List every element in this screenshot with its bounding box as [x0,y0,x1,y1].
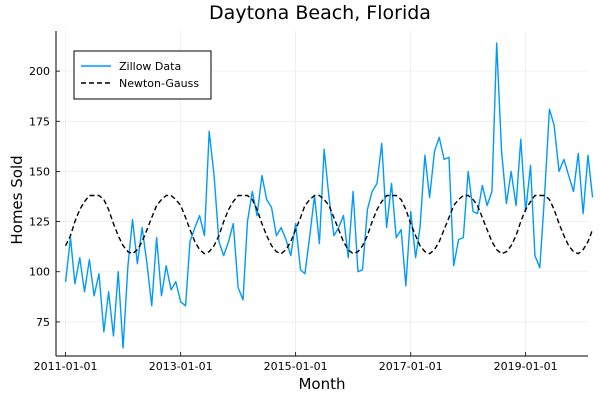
y-tick-label: 175 [29,115,50,128]
x-axis-label: Month [298,375,345,393]
y-axis-label: Homes Sold [8,155,26,244]
y-tick-label: 150 [29,165,50,178]
legend-box [73,50,212,100]
y-axis-ticks: 75 100 125 150 175 200 [29,65,60,329]
legend-label-zillow: Zillow Data [119,60,181,73]
chart-title: Daytona Beach, Florida [209,2,431,24]
x-tick-label: 2015-01-01 [264,360,328,373]
plot-axes [55,31,588,357]
x-axis-ticks: 2011-01-01 2013-01-01 2015-01-01 2017-01-01… [34,352,558,373]
legend-label-newton-gauss: Newton-Gauss [119,77,199,90]
series-lines [64,42,594,349]
y-tick-label: 100 [29,266,50,279]
series-line-zillow-data [64,42,594,349]
y-tick-label: 200 [29,65,50,78]
x-tick-label: 2013-01-01 [149,360,213,373]
x-tick-label: 2011-01-01 [34,360,98,373]
legend: Zillow Data Newton-Gauss [73,50,212,100]
y-tick-label: 125 [29,216,50,229]
x-tick-label: 2019-01-01 [494,360,558,373]
x-tick-label: 2017-01-01 [379,360,443,373]
series-line-newton-gauss [64,194,594,255]
y-tick-label: 75 [36,316,50,329]
